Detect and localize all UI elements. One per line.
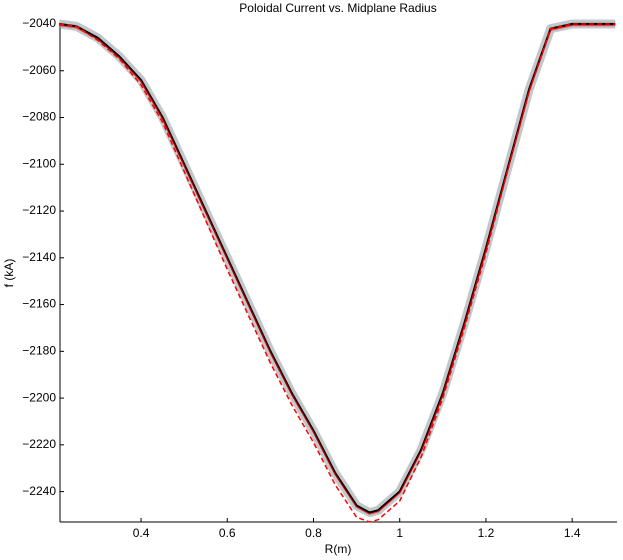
x-tick-label: 0.6 bbox=[219, 526, 236, 540]
y-tick-label: −2080 bbox=[22, 110, 56, 124]
y-tick-label: −2200 bbox=[22, 390, 56, 404]
y-tick-label: −2220 bbox=[22, 437, 56, 451]
line bbox=[59, 23, 616, 523]
x-tick-label: 1 bbox=[396, 526, 403, 540]
x-tick-label: 0.4 bbox=[133, 526, 150, 540]
y-tick-label: −2140 bbox=[22, 250, 56, 264]
y-axis-label: f (kA) bbox=[2, 259, 16, 288]
x-axis-label: R(m) bbox=[325, 542, 352, 556]
y-tick-label: −2160 bbox=[22, 297, 56, 311]
line-halo bbox=[58, 19, 616, 518]
y-tick-label: −2060 bbox=[22, 63, 56, 77]
line-overlay bbox=[59, 24, 616, 515]
x-tick-label: 1.2 bbox=[478, 526, 495, 540]
y-tick-label: −2240 bbox=[22, 484, 56, 498]
x-tick-label: 1.4 bbox=[564, 526, 581, 540]
x-tick-label: 0.8 bbox=[305, 526, 322, 540]
y-tick-label: −2120 bbox=[22, 203, 56, 217]
y-tick-label: −2100 bbox=[22, 156, 56, 170]
chart-title: Poloidal Current vs. Midplane Radius bbox=[239, 1, 436, 15]
line bbox=[58, 22, 616, 514]
y-tick-label: −2180 bbox=[22, 343, 56, 357]
y-tick-label: −2040 bbox=[22, 16, 56, 30]
